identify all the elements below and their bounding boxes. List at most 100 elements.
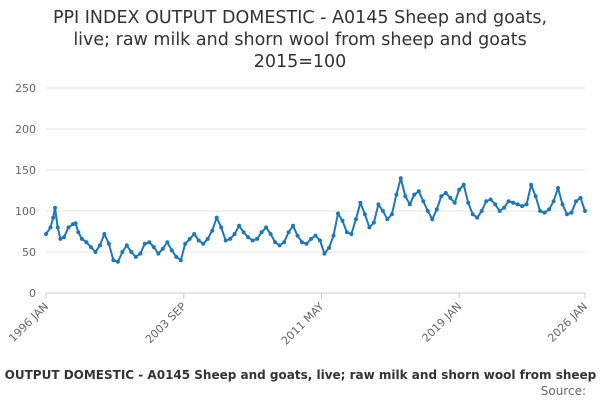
data-point[interactable] bbox=[73, 221, 78, 226]
data-point[interactable] bbox=[295, 233, 300, 238]
data-point[interactable] bbox=[124, 243, 129, 248]
data-point[interactable] bbox=[376, 202, 381, 207]
data-point[interactable] bbox=[520, 204, 525, 209]
data-point[interactable] bbox=[210, 228, 215, 233]
data-point[interactable] bbox=[115, 259, 120, 264]
data-point[interactable] bbox=[313, 233, 318, 238]
data-point[interactable] bbox=[192, 232, 197, 236]
data-point[interactable] bbox=[470, 212, 475, 217]
data-point[interactable] bbox=[84, 240, 89, 245]
data-point[interactable] bbox=[434, 207, 439, 212]
data-point[interactable] bbox=[300, 240, 304, 245]
data-point[interactable] bbox=[439, 194, 444, 199]
data-point[interactable] bbox=[165, 240, 170, 245]
data-point[interactable] bbox=[511, 200, 516, 205]
data-point[interactable] bbox=[51, 215, 56, 220]
data-point[interactable] bbox=[259, 230, 264, 235]
data-point[interactable] bbox=[560, 202, 565, 207]
data-point[interactable] bbox=[237, 223, 242, 228]
data-point[interactable] bbox=[120, 250, 125, 254]
data-point[interactable] bbox=[475, 215, 480, 220]
data-point[interactable] bbox=[53, 205, 57, 210]
data-point[interactable] bbox=[349, 232, 354, 236]
data-point[interactable] bbox=[556, 186, 560, 190]
data-point[interactable] bbox=[55, 225, 60, 230]
data-point[interactable] bbox=[533, 194, 538, 199]
data-point[interactable] bbox=[398, 176, 403, 181]
data-point[interactable] bbox=[421, 199, 426, 204]
data-point[interactable] bbox=[309, 236, 313, 241]
data-point[interactable] bbox=[502, 205, 507, 210]
data-point[interactable] bbox=[246, 235, 251, 240]
data-point[interactable] bbox=[484, 199, 489, 204]
data-point[interactable] bbox=[282, 240, 287, 245]
data-point[interactable] bbox=[529, 182, 534, 187]
data-point[interactable] bbox=[219, 225, 224, 230]
data-point[interactable] bbox=[97, 243, 102, 248]
data-point[interactable] bbox=[62, 235, 66, 240]
data-point[interactable] bbox=[48, 225, 53, 230]
data-point[interactable] bbox=[538, 209, 543, 213]
data-point[interactable] bbox=[385, 217, 390, 222]
data-point[interactable] bbox=[250, 238, 255, 243]
data-point[interactable] bbox=[214, 215, 219, 220]
data-point[interactable] bbox=[264, 225, 269, 230]
data-point[interactable] bbox=[160, 246, 165, 251]
data-point[interactable] bbox=[79, 236, 84, 241]
data-point[interactable] bbox=[551, 199, 556, 204]
data-point[interactable] bbox=[416, 189, 421, 194]
data-point[interactable] bbox=[76, 230, 81, 235]
data-point[interactable] bbox=[358, 200, 363, 205]
data-point[interactable] bbox=[583, 209, 587, 213]
data-point[interactable] bbox=[457, 187, 462, 192]
data-point[interactable] bbox=[142, 241, 147, 246]
data-point[interactable] bbox=[268, 232, 273, 236]
data-point[interactable] bbox=[466, 200, 471, 205]
data-point[interactable] bbox=[174, 254, 179, 259]
data-point[interactable] bbox=[232, 232, 237, 236]
data-point[interactable] bbox=[574, 199, 578, 204]
data-point[interactable] bbox=[371, 220, 376, 225]
data-point[interactable] bbox=[344, 230, 349, 235]
data-point[interactable] bbox=[479, 209, 484, 213]
data-point[interactable] bbox=[255, 236, 260, 241]
data-point[interactable] bbox=[336, 211, 340, 216]
data-point[interactable] bbox=[201, 241, 206, 246]
data-point[interactable] bbox=[228, 236, 233, 241]
data-point[interactable] bbox=[547, 207, 552, 212]
data-point[interactable] bbox=[524, 202, 529, 207]
data-point[interactable] bbox=[322, 251, 327, 256]
data-point[interactable] bbox=[488, 197, 493, 202]
data-point[interactable] bbox=[430, 217, 435, 222]
data-point[interactable] bbox=[102, 232, 107, 236]
data-point[interactable] bbox=[44, 232, 48, 236]
data-point[interactable] bbox=[389, 212, 394, 217]
data-point[interactable] bbox=[111, 258, 116, 263]
data-point[interactable] bbox=[88, 245, 93, 250]
data-point[interactable] bbox=[223, 238, 228, 243]
data-point[interactable] bbox=[452, 200, 457, 205]
data-point[interactable] bbox=[578, 195, 583, 200]
data-point[interactable] bbox=[340, 218, 345, 223]
data-point[interactable] bbox=[241, 230, 246, 235]
data-point[interactable] bbox=[93, 250, 98, 254]
data-point[interactable] bbox=[156, 251, 161, 256]
data-point[interactable] bbox=[493, 202, 498, 207]
data-point[interactable] bbox=[407, 202, 412, 207]
data-point[interactable] bbox=[327, 245, 331, 250]
data-point[interactable] bbox=[106, 241, 111, 246]
data-point[interactable] bbox=[318, 238, 322, 243]
data-point[interactable] bbox=[169, 248, 174, 253]
data-point[interactable] bbox=[58, 236, 63, 241]
data-point[interactable] bbox=[448, 195, 453, 200]
data-point[interactable] bbox=[367, 225, 372, 230]
data-point[interactable] bbox=[443, 191, 448, 195]
data-point[interactable] bbox=[403, 194, 408, 199]
data-point[interactable] bbox=[304, 241, 309, 246]
data-point[interactable] bbox=[380, 209, 385, 213]
data-point[interactable] bbox=[178, 258, 183, 263]
data-point[interactable] bbox=[138, 251, 143, 256]
data-point[interactable] bbox=[187, 236, 192, 241]
data-point[interactable] bbox=[273, 240, 278, 245]
data-point[interactable] bbox=[497, 209, 502, 213]
